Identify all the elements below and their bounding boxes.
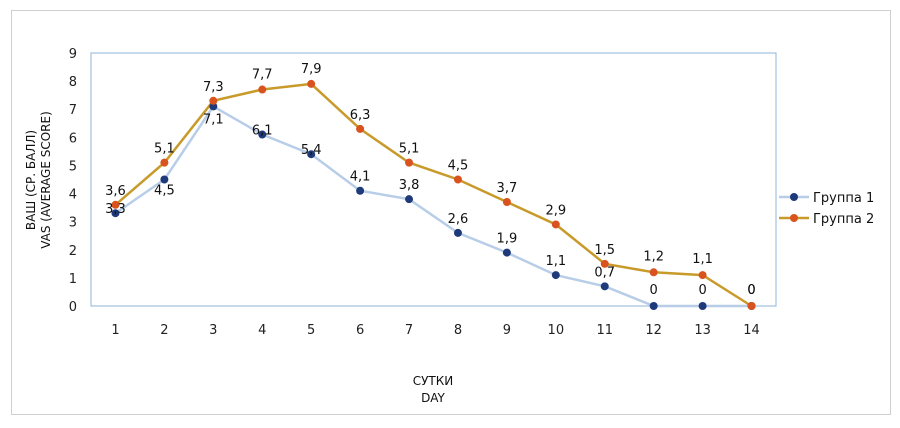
data-label-group2: 2,9 — [545, 203, 566, 218]
data-label-group1: 4,5 — [154, 184, 175, 199]
legend-marker-group2 — [790, 214, 798, 222]
data-point-group2 — [307, 79, 316, 88]
x-tick-label: 5 — [307, 323, 315, 338]
legend: Группа 1 Группа 2 — [779, 191, 874, 227]
data-point-group1 — [258, 130, 267, 139]
data-point-group2 — [453, 175, 462, 184]
y-tick-label: 7 — [69, 103, 77, 118]
x-tick-label: 1 — [111, 323, 119, 338]
legend-label-group1: Группа 1 — [813, 191, 874, 206]
data-label-group1: 3,3 — [105, 202, 126, 217]
x-tick-label: 8 — [454, 323, 462, 338]
y-axis-title-line2: VAS (AVERAGE SCORE) — [39, 111, 53, 249]
data-label-group2: 1,5 — [594, 243, 615, 258]
data-label-group1: 0 — [650, 283, 658, 298]
data-point-group1 — [551, 271, 560, 280]
y-tick-label: 8 — [69, 75, 77, 90]
data-label-group2: 3,7 — [497, 181, 518, 196]
data-label-group2: 7,7 — [252, 68, 273, 83]
data-label-group1: 1,9 — [497, 232, 518, 247]
data-label-group1: 1,1 — [545, 254, 566, 269]
data-label-group1: 3,8 — [399, 178, 420, 193]
data-label-group2: 5,1 — [399, 142, 420, 157]
x-tick-label: 13 — [694, 323, 711, 338]
y-tick-label: 9 — [69, 47, 77, 62]
x-tick-label: 9 — [503, 323, 511, 338]
legend-label-group2: Группа 2 — [813, 212, 874, 227]
y-tick-label: 0 — [69, 300, 77, 315]
y-axis-title-line1: ВАШ (СР. БАЛЛ) — [24, 130, 38, 230]
x-tick-label: 11 — [596, 323, 613, 338]
y-tick-label: 6 — [69, 131, 77, 146]
data-point-group2 — [502, 197, 511, 206]
data-point-group1 — [649, 302, 658, 310]
data-point-group1 — [160, 175, 169, 184]
data-label-group1: 0 — [747, 283, 755, 298]
y-tick-label: 1 — [69, 272, 77, 287]
data-label-group1: 7,1 — [203, 112, 224, 127]
data-label-group1: 0,7 — [594, 265, 615, 280]
data-point-group1 — [502, 248, 511, 257]
data-point-group1 — [405, 195, 414, 204]
data-label-group1: 6,1 — [252, 124, 273, 139]
data-point-group2 — [405, 158, 414, 167]
y-tick-label: 3 — [69, 216, 77, 231]
series-line-group1 — [114, 104, 752, 308]
data-label-group2: 7,3 — [203, 80, 224, 95]
data-label-group2: 3,6 — [105, 184, 126, 199]
x-tick-label: 10 — [548, 323, 565, 338]
data-point-group2 — [209, 96, 218, 105]
data-point-group1 — [698, 302, 707, 310]
data-point-group2 — [551, 220, 560, 229]
series-line-group2 — [114, 82, 753, 308]
data-label-group1: 5,4 — [301, 143, 322, 158]
data-point-group1 — [307, 150, 316, 159]
data-label-group2: 1,2 — [643, 249, 664, 264]
data-point-group2 — [698, 271, 707, 280]
plot-area — [90, 52, 777, 307]
data-label-group1: 4,1 — [350, 170, 371, 185]
x-tick-label: 2 — [160, 323, 168, 338]
x-tick-label: 14 — [743, 323, 760, 338]
x-tick-label: 7 — [405, 323, 413, 338]
y-tick-label: 4 — [69, 188, 77, 203]
data-point-group1 — [356, 186, 365, 195]
data-label-group2: 4,5 — [448, 159, 469, 174]
data-point-group2 — [747, 302, 756, 310]
chart-frame — [11, 10, 891, 415]
data-point-group2 — [356, 124, 365, 133]
data-label-group2: 7,9 — [301, 62, 322, 77]
y-tick-label: 5 — [69, 159, 77, 174]
data-point-group1 — [209, 102, 218, 111]
data-point-group1 — [453, 228, 462, 237]
legend-marker-group1 — [790, 193, 798, 201]
data-point-group2 — [649, 268, 658, 277]
data-point-group1 — [600, 282, 609, 291]
x-tick-label: 12 — [645, 323, 662, 338]
data-label-group2: 6,3 — [350, 108, 371, 123]
data-label-group2: 0 — [747, 283, 755, 298]
data-point-group2 — [258, 85, 267, 94]
data-label-group1: 2,6 — [448, 212, 469, 227]
x-tick-label: 3 — [209, 323, 217, 338]
x-axis-title-line1: СУТКИ — [413, 374, 454, 388]
y-tick-label: 2 — [69, 244, 77, 259]
x-tick-label: 4 — [258, 323, 266, 338]
data-point-group1 — [111, 209, 120, 218]
data-label-group1: 0 — [698, 283, 706, 298]
data-label-group2: 1,1 — [692, 252, 713, 267]
data-label-group2: 5,1 — [154, 142, 175, 157]
x-tick-label: 6 — [356, 323, 364, 338]
data-point-group2 — [160, 158, 169, 167]
data-point-group2 — [600, 259, 609, 268]
data-point-group2 — [111, 200, 120, 209]
x-axis-title-line2: DAY — [421, 391, 445, 405]
